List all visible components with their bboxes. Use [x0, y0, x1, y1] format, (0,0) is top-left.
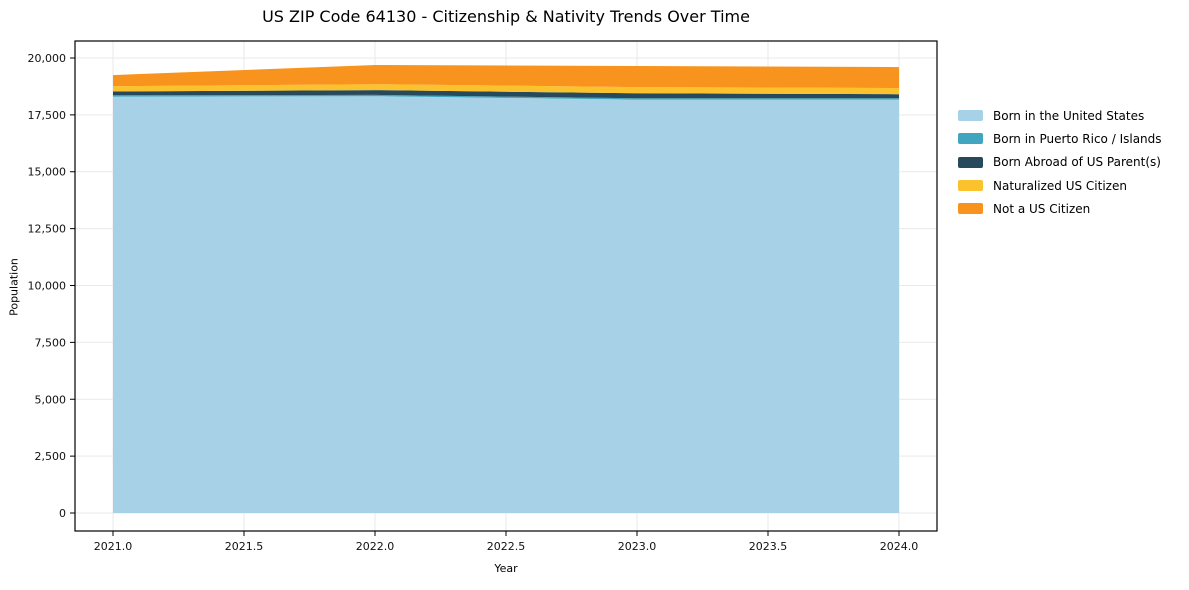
- y-tick-label: 0: [59, 507, 66, 520]
- legend-item: Born Abroad of US Parent(s): [958, 151, 1162, 174]
- x-tick-label: 2023.0: [618, 540, 657, 553]
- area-series: [113, 94, 899, 100]
- legend-swatch-icon: [958, 203, 983, 215]
- y-tick-label: 2,500: [35, 450, 67, 463]
- y-tick-label: 7,500: [35, 336, 67, 349]
- x-tick-label: 2024.0: [880, 540, 919, 553]
- area-series: [113, 96, 899, 513]
- stacked-areas: [113, 65, 899, 513]
- y-tick-label: 17,500: [28, 109, 67, 122]
- chart-title: US ZIP Code 64130 - Citizenship & Nativi…: [262, 7, 750, 26]
- legend-label: Not a US Citizen: [993, 201, 1091, 216]
- x-tick-label: 2022.5: [487, 540, 526, 553]
- legend-label: Born in the United States: [993, 108, 1145, 123]
- legend-label: Born Abroad of US Parent(s): [993, 155, 1161, 170]
- axis-ticks: 2021.0 2021.5 2022.0 2022.5 2023.0 2023.5 2024…: [28, 52, 919, 553]
- legend-item: Born in the United States: [958, 104, 1162, 127]
- y-tick-label: 20,000: [28, 52, 67, 65]
- x-tick-label: 2022.0: [356, 540, 395, 553]
- x-axis-label: Year: [494, 562, 518, 575]
- legend-swatch-icon: [958, 180, 983, 192]
- x-tick-label: 2021.0: [94, 540, 133, 553]
- legend-item: Born in Puerto Rico / Islands: [958, 127, 1162, 150]
- legend: Born in the United States Born in Puerto …: [958, 104, 1162, 220]
- area-series: [113, 90, 899, 99]
- legend-swatch-icon: [958, 110, 983, 122]
- area-series: [113, 84, 899, 95]
- x-tick-label: 2021.5: [225, 540, 264, 553]
- y-tick-label: 15,000: [28, 166, 67, 179]
- legend-label: Born in Puerto Rico / Islands: [993, 131, 1162, 146]
- legend-item: Naturalized US Citizen: [958, 174, 1162, 197]
- legend-swatch-icon: [958, 156, 983, 168]
- y-tick-label: 12,500: [28, 223, 67, 236]
- y-tick-label: 5,000: [35, 393, 67, 406]
- y-axis-label: Population: [7, 258, 21, 316]
- area-series: [113, 65, 899, 88]
- x-tick-label: 2023.5: [749, 540, 788, 553]
- legend-swatch-icon: [958, 133, 983, 145]
- y-tick-label: 10,000: [28, 279, 67, 292]
- legend-label: Naturalized US Citizen: [993, 178, 1127, 193]
- legend-item: Not a US Citizen: [958, 197, 1162, 220]
